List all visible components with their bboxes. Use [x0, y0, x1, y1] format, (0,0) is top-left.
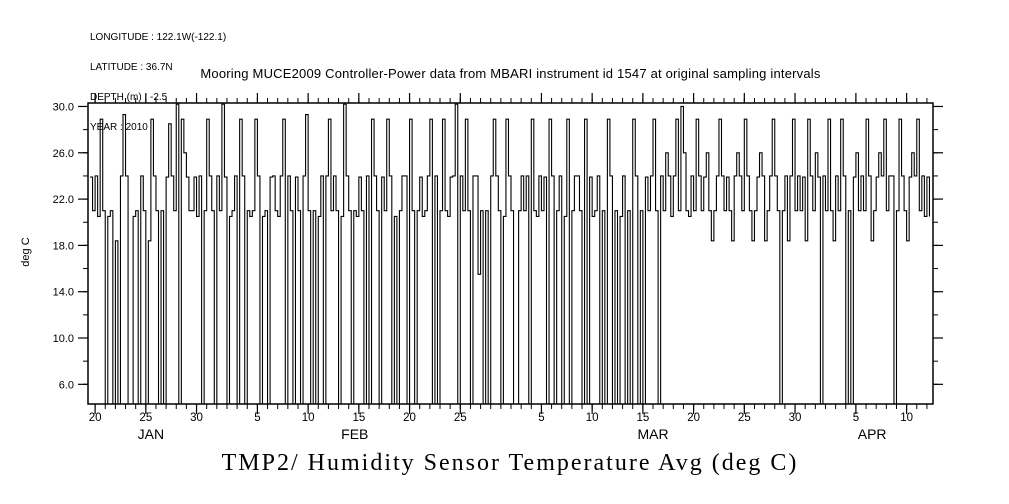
info-line-longitude: LONGITUDE : 122.1W(-122.1) [90, 32, 227, 43]
x-tick-labels: 20 25 30 5 10 15 20 25 5 10 15 20 25 30 5 10 [89, 412, 913, 424]
bottom-title: TMP2/ Humidity Sensor Temperature Avg (d… [221, 450, 799, 476]
svg-text:15: 15 [352, 412, 365, 424]
plot-title: Mooring MUCE2009 Controller-Power data f… [200, 66, 821, 81]
svg-text:5: 5 [538, 412, 544, 424]
svg-text:APR: APR [858, 426, 887, 442]
svg-text:20: 20 [403, 412, 416, 424]
svg-text:10: 10 [900, 412, 913, 424]
svg-text:30.0: 30.0 [53, 101, 74, 113]
header-info-block: LONGITUDE : 122.1W(-122.1) LATITUDE : 36… [90, 13, 226, 153]
svg-text:14.0: 14.0 [53, 287, 74, 299]
svg-text:18.0: 18.0 [53, 240, 74, 252]
svg-text:20: 20 [687, 412, 700, 424]
svg-text:22.0: 22.0 [53, 194, 74, 206]
y-tick-labels: 6.0 10.0 14.0 18.0 22.0 26.0 30.0 [53, 101, 74, 391]
svg-text:10.0: 10.0 [53, 333, 74, 345]
svg-text:6.0: 6.0 [59, 379, 74, 391]
svg-text:5: 5 [853, 412, 859, 424]
svg-text:30: 30 [789, 412, 802, 424]
svg-text:25: 25 [454, 412, 467, 424]
series-line [90, 103, 930, 405]
svg-text:MAR: MAR [637, 426, 668, 442]
x-minor-ticks [94, 98, 928, 409]
info-line-year: YEAR : 2010 [90, 122, 148, 133]
svg-text:30: 30 [190, 412, 203, 424]
svg-text:10: 10 [302, 412, 315, 424]
svg-text:10: 10 [586, 412, 599, 424]
svg-text:25: 25 [139, 412, 152, 424]
svg-text:5: 5 [254, 412, 260, 424]
x-major-ticks [94, 93, 908, 414]
svg-text:FEB: FEB [341, 426, 368, 442]
info-line-latitude: LATITUDE : 36.7N [90, 62, 173, 73]
month-labels: JAN FEB MAR APR [138, 426, 887, 442]
y-major-ticks [78, 105, 943, 385]
svg-text:26.0: 26.0 [53, 148, 74, 160]
svg-text:20: 20 [89, 412, 102, 424]
svg-text:JAN: JAN [138, 426, 164, 442]
svg-text:25: 25 [738, 412, 751, 424]
svg-text:15: 15 [636, 412, 649, 424]
plot-frame [87, 102, 934, 405]
